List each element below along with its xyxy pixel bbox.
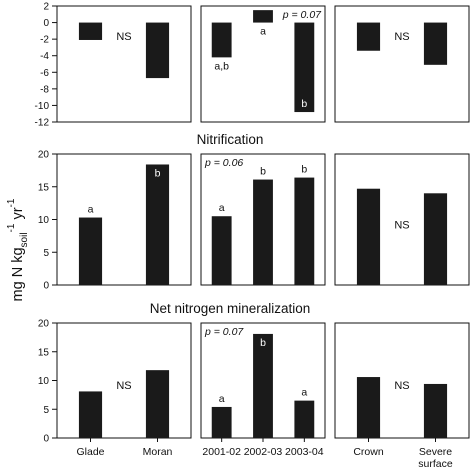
y-axis-label: mg N kgsoil-1 yr-1: [6, 198, 30, 301]
x-tick-label: Severe surface: [418, 446, 453, 470]
y-axis-label-subscript: soil: [19, 232, 30, 247]
y-tick-label: 20: [38, 150, 50, 161]
significance-letter: a: [219, 393, 225, 405]
bar: [78, 391, 103, 438]
significance-letter: b: [301, 164, 307, 176]
p-value-annotation: p = 0.07: [204, 326, 244, 338]
significance-letter: a: [219, 202, 225, 214]
panel-r0-c0: 2 0 -2 -4 -6 -8 -10 -12 NS: [35, 2, 192, 129]
bar: [356, 377, 381, 438]
bar: [356, 22, 381, 51]
y-tick-label: 10: [38, 215, 50, 226]
panel-r0-c2: NS: [334, 5, 470, 123]
ns-annotation: NS: [394, 31, 409, 43]
x-tick-label-line: Crown: [353, 446, 384, 458]
ns-annotation: NS: [116, 31, 131, 43]
x-tick-label-line: 2003-04: [285, 446, 324, 458]
significance-letter: a: [88, 204, 94, 216]
y-tick-label: 0: [43, 281, 49, 292]
significance-letter: b: [155, 167, 161, 179]
bar: [294, 177, 315, 285]
row-title: Net nitrogen mineralization: [150, 301, 311, 316]
panel-r1-c0: 0 5 10 15 20 a b: [38, 150, 192, 292]
ns-annotation: NS: [394, 380, 409, 392]
bar: [294, 22, 315, 113]
panel-frame: [334, 322, 470, 439]
bar: [423, 193, 448, 285]
x-tick-label-line: 2002-03: [244, 446, 283, 458]
x-tick-label: Crown: [353, 446, 384, 458]
panel-r1-c1: a b b p = 0.06: [200, 153, 326, 286]
x-tick-label-line: 2001-02: [202, 446, 241, 458]
significance-letter: a: [260, 26, 266, 38]
x-tick-label: Moran: [143, 446, 173, 458]
significance-letter: a: [301, 387, 307, 399]
significance-letter: b: [260, 166, 266, 178]
x-tick-label-line: Moran: [143, 446, 173, 458]
p-value-annotation: p = 0.07: [282, 9, 322, 21]
y-tick-label: 5: [43, 405, 49, 416]
panel-frame: [56, 153, 192, 286]
panel-frame: [200, 5, 326, 123]
x-tick-label-line: Severe: [419, 446, 452, 458]
bar: [211, 406, 232, 438]
y-tick-label: -10: [35, 101, 50, 112]
significance-letter: a,b: [214, 60, 229, 72]
panel-r1-c2: NS: [334, 153, 470, 286]
y-tick-label: -6: [40, 68, 49, 79]
x-tick-label-line: surface: [418, 458, 453, 470]
bar: [78, 22, 103, 40]
panel-r2-c0: 0 5 10 15 20 NS Glade Moran: [38, 319, 192, 458]
ns-annotation: NS: [394, 220, 409, 232]
panel-r2-c1: a b a p = 0.07 2001-02 2002-03 2003-04: [200, 322, 326, 458]
row-title: Nitrification: [197, 132, 264, 147]
y-tick-label: 15: [38, 182, 50, 193]
y-tick-label: 20: [38, 319, 50, 330]
y-axis-label-superscript-1: -1: [6, 223, 17, 232]
y-tick-label: 2: [43, 2, 49, 13]
bar: [253, 333, 273, 438]
bar: [423, 383, 448, 438]
bar: [145, 370, 170, 438]
x-tick-label: 2001-02: [202, 446, 241, 458]
bar: [145, 164, 170, 285]
bar: [211, 22, 232, 58]
bar: [423, 22, 448, 65]
p-value-annotation: p = 0.06: [204, 157, 243, 169]
ns-annotation: NS: [116, 380, 131, 392]
y-tick-label: 0: [43, 434, 49, 445]
bar: [253, 179, 273, 285]
panel-frame: [334, 153, 470, 286]
y-axis-label-mid: yr: [10, 207, 26, 223]
panel-r0-c1: a,b a b p = 0.07: [200, 5, 326, 123]
x-tick-label: 2002-03: [244, 446, 283, 458]
x-tick-label-line: Glade: [76, 446, 104, 458]
y-tick-label: 5: [43, 248, 49, 259]
x-tick-label: 2003-04: [285, 446, 324, 458]
bar: [294, 400, 315, 438]
y-tick-label: 0: [43, 18, 49, 29]
significance-letter: b: [301, 98, 307, 110]
y-tick-label: -4: [40, 51, 49, 62]
bar: [211, 216, 232, 285]
bar: [253, 10, 273, 23]
bar: [78, 217, 103, 285]
panel-frame: [334, 5, 470, 123]
y-axis-label-superscript-2: -1: [6, 198, 17, 207]
y-tick-label: -12: [35, 118, 50, 129]
y-axis-label-main: mg N kg: [10, 247, 26, 301]
significance-letter: b: [260, 337, 266, 349]
bar: [145, 22, 170, 79]
y-tick-label: -8: [40, 84, 49, 95]
y-tick-label: 15: [38, 347, 50, 358]
x-tick-label: Glade: [76, 446, 104, 458]
panel-frame: [56, 5, 192, 123]
y-tick-label: -2: [40, 35, 49, 46]
y-tick-label: 10: [38, 376, 50, 387]
panel-r2-c2: NS Crown Severe surface: [334, 322, 470, 470]
bar: [356, 188, 381, 285]
